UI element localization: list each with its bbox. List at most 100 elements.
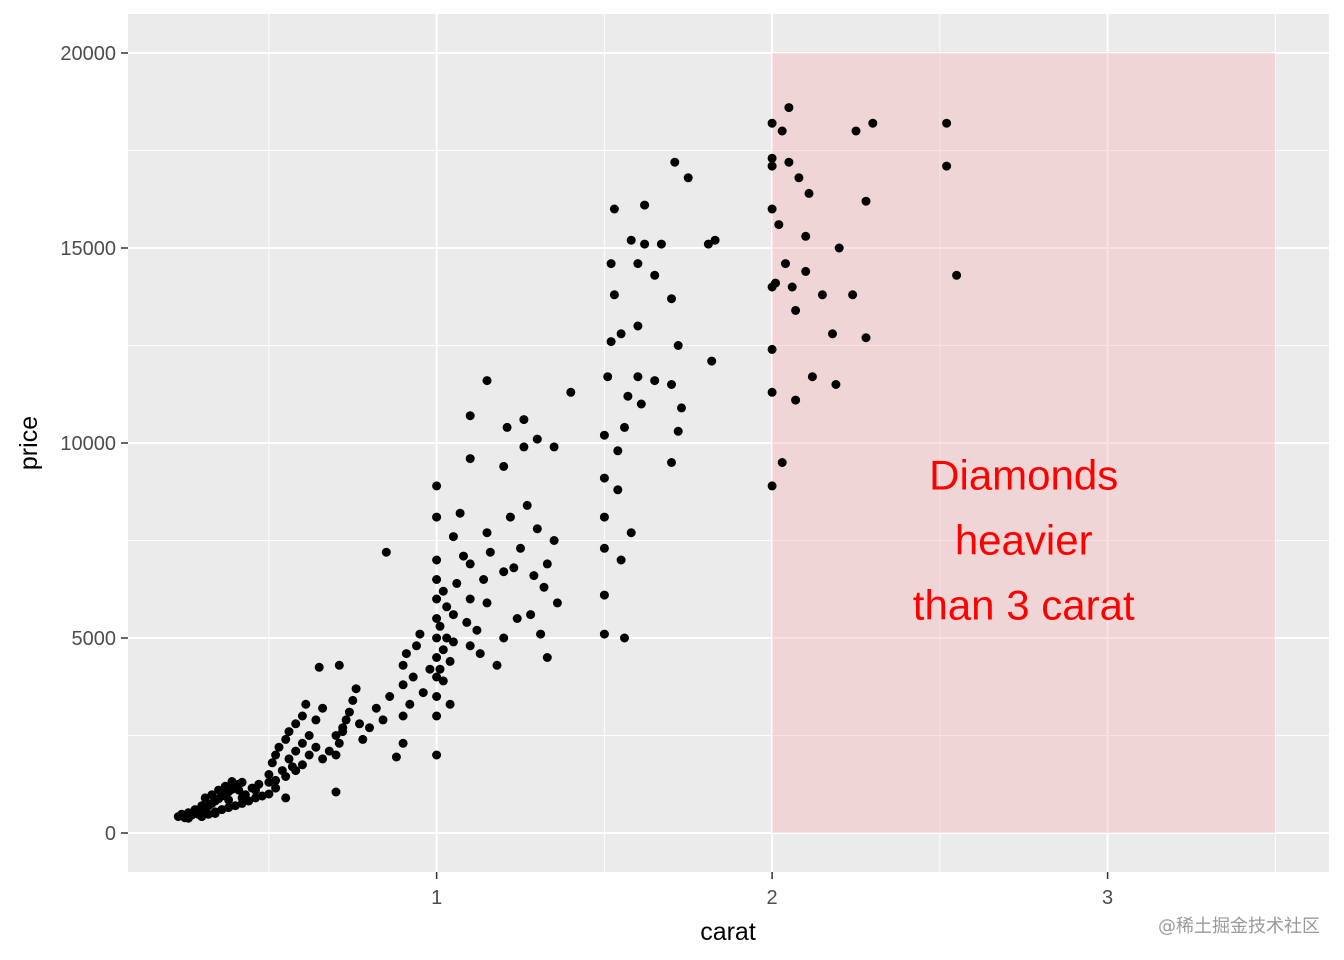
data-point [351,684,361,694]
data-point [234,785,244,795]
x-tick-label: 3 [1102,887,1113,909]
annotation-line: heavier [955,517,1093,564]
data-point [398,711,408,721]
data-point [767,161,777,171]
data-point [640,239,650,249]
data-point [304,731,314,740]
data-point [210,809,220,818]
data-point [271,775,281,785]
data-point [707,356,717,366]
data-point [237,777,247,787]
data-point [445,656,455,666]
data-point [331,750,341,760]
data-point [334,738,344,748]
data-point [516,543,525,553]
data-point [291,766,301,776]
data-point [432,481,442,491]
data-point [599,543,609,553]
y-tick-label: 10000 [60,433,116,455]
data-point [425,664,435,674]
x-axis: 1 2 3 [431,872,1113,909]
data-point [281,772,291,781]
data-point [264,770,274,779]
data-point [448,610,458,620]
data-point [401,649,411,659]
data-point [774,220,784,230]
data-point [599,512,609,522]
data-point [673,341,683,350]
data-point [398,660,408,670]
data-point [626,235,636,245]
data-point [640,200,650,210]
data-point [472,625,482,635]
data-point [271,783,281,793]
data-point [512,614,522,623]
x-tick-label: 2 [767,887,778,909]
data-point [264,789,274,799]
data-point [482,598,492,608]
data-point [412,641,421,651]
data-point [831,380,841,389]
data-point [519,415,529,425]
data-point [432,594,442,604]
data-point [767,118,777,128]
data-point [432,555,442,565]
data-point [633,321,643,331]
data-point [297,760,307,770]
data-point [703,239,713,249]
data-point [442,633,452,643]
data-point [677,403,686,413]
data-point [787,282,797,292]
y-tick-label: 0 [105,823,116,845]
data-point [338,727,348,737]
data-point [952,270,962,280]
data-point [777,458,787,467]
data-point [432,653,442,662]
data-point [942,161,952,171]
data-point [318,703,328,713]
major-gridlines [128,14,1329,872]
data-point [297,711,307,721]
data-point [207,790,217,800]
data-point [667,294,676,304]
data-point [549,442,559,452]
data-point [667,458,676,467]
data-point [791,305,801,315]
data-point [620,633,629,643]
data-point [670,157,680,167]
data-point [817,290,827,300]
data-point [432,750,442,760]
data-point [432,575,442,584]
data-point [485,547,495,557]
data-point [200,793,210,803]
data-point [851,126,861,136]
data-point [381,547,391,557]
data-point [767,204,777,214]
data-point [767,153,777,163]
data-point [435,664,445,674]
data-point [606,337,616,347]
data-point [452,578,462,588]
data-point [603,372,613,382]
y-tick-label: 5000 [72,628,117,650]
data-point [620,422,629,432]
data-point [475,649,485,659]
data-point [499,567,509,577]
data-point [398,680,408,690]
data-point [267,758,277,768]
data-point [465,559,475,569]
data-point [861,333,871,343]
data-point [532,434,542,444]
data-point [371,703,381,713]
data-point [781,259,790,269]
data-point [465,594,475,604]
highlight-rectangle [772,53,1276,833]
data-point [297,738,307,748]
annotation-line: than 3 carat [913,582,1135,629]
data-point [385,692,395,701]
data-point [281,734,291,744]
data-point [599,590,609,600]
data-point [378,715,388,725]
data-point [355,719,364,729]
